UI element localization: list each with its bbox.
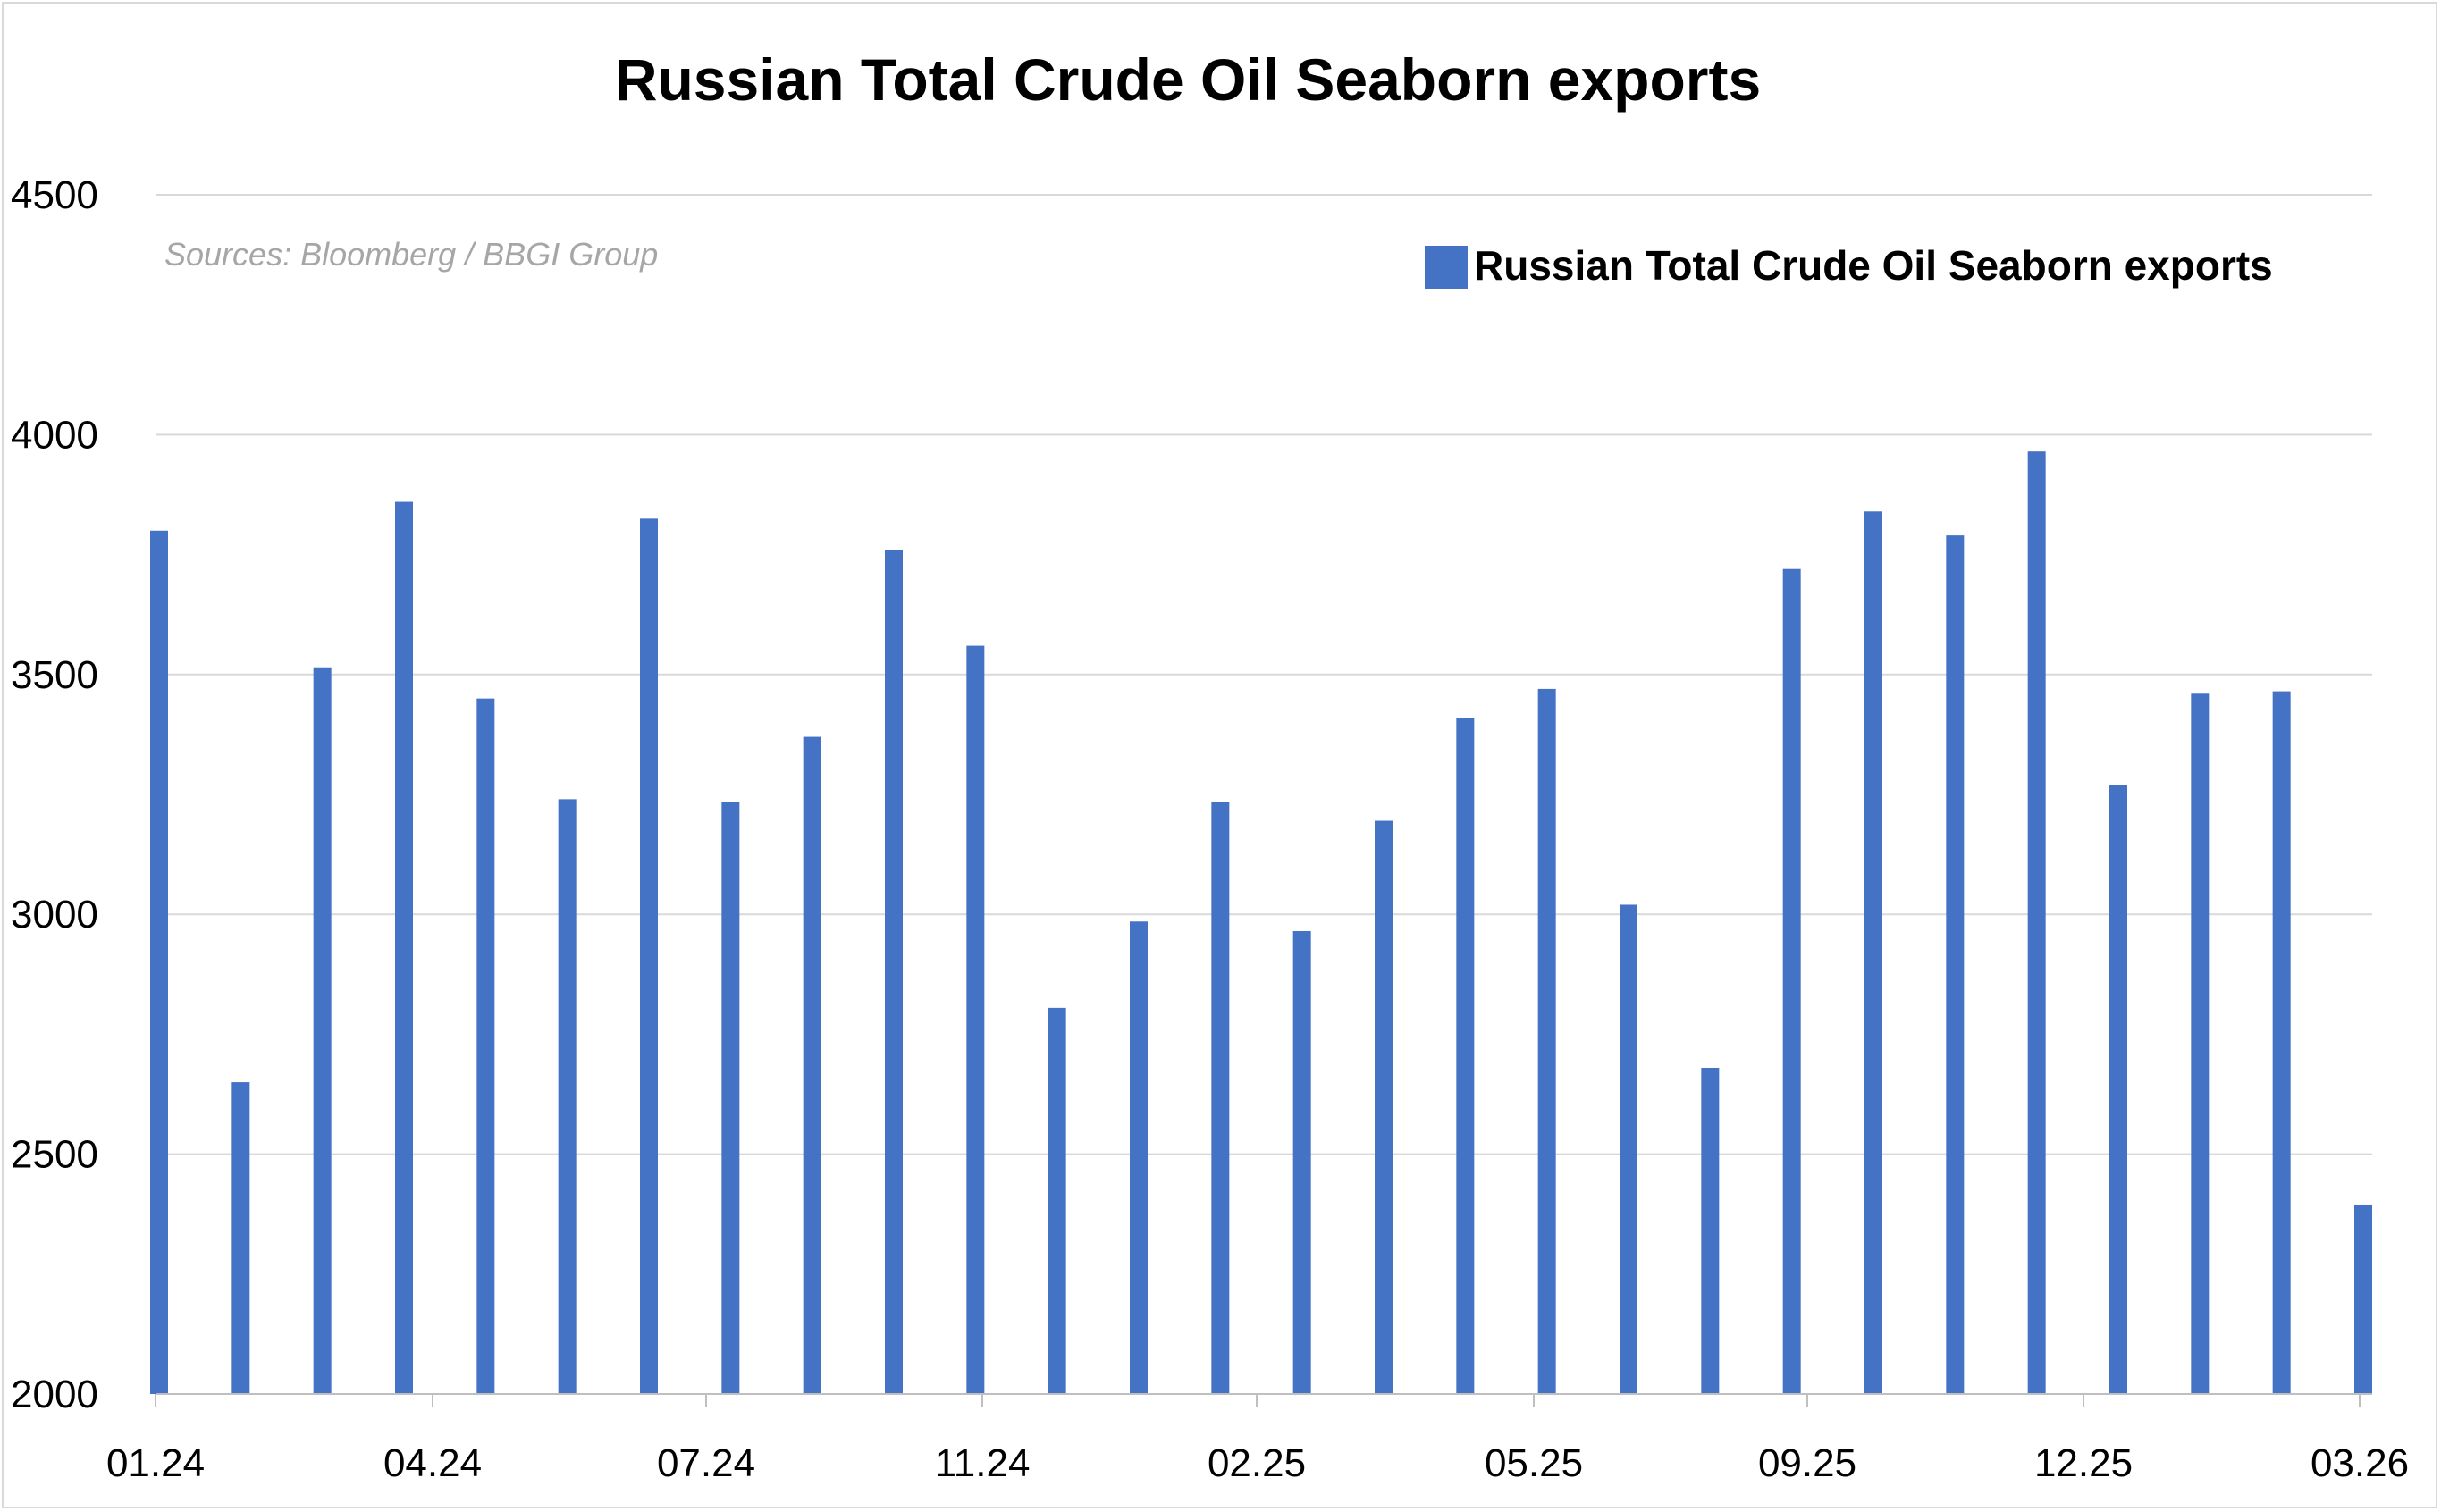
bar [1620, 904, 1637, 1394]
bar [1864, 511, 1882, 1394]
bar [640, 518, 658, 1394]
x-tick-label: 04.24 [383, 1441, 482, 1485]
gridlines [156, 194, 2372, 1155]
bar [476, 698, 495, 1394]
bar [2354, 1204, 2372, 1394]
bars [150, 451, 2372, 1394]
bar [1130, 921, 1148, 1394]
x-labels: 01.24 04.24 07.24 11.24 02.25 05.25 09.25 12.25… [106, 1441, 2409, 1485]
bar [1375, 820, 1393, 1394]
bar [2272, 691, 2291, 1394]
bar [1211, 802, 1230, 1394]
x-tick-label: 09.25 [1758, 1441, 1856, 1485]
bar [395, 501, 413, 1394]
y-tick-label: 4500 [11, 173, 98, 217]
bar [558, 799, 577, 1394]
y-labels: 2000 2500 3000 3500 4000 4500 [11, 173, 98, 1416]
legend-swatch [1425, 246, 1468, 289]
x-tick-label: 11.24 [935, 1441, 1031, 1485]
x-tick-label: 02.25 [1208, 1441, 1306, 1485]
x-tick-label: 12.25 [2034, 1441, 2133, 1485]
chart-svg: 2000 2500 3000 3500 4000 4500 01.24 04.24 07.24… [11, 46, 2409, 1485]
bar [2027, 451, 2046, 1394]
bar [1048, 1007, 1066, 1394]
bar [2191, 693, 2210, 1394]
y-tick-label: 4000 [11, 413, 98, 457]
bar [1292, 930, 1311, 1394]
bar [966, 645, 985, 1394]
bar [1701, 1067, 1720, 1394]
y-tick-label: 3000 [11, 893, 98, 937]
source-note: Sources: Bloomberg / BBGI Group [164, 236, 658, 273]
bar [1537, 688, 1556, 1394]
bar [885, 550, 903, 1394]
bar [1946, 535, 1965, 1394]
y-tick-label: 2500 [11, 1133, 98, 1177]
bar [2109, 785, 2127, 1394]
x-ticks [155, 1394, 2361, 1407]
bar [1456, 718, 1475, 1394]
chart-title: Russian Total Crude Oil Seaborn exports [615, 46, 1761, 113]
legend: Russian Total Crude Oil Seaborn exports [1425, 242, 2273, 289]
y-tick-label: 3500 [11, 653, 98, 697]
bar [803, 736, 821, 1394]
bar [1782, 568, 1801, 1394]
x-tick-label: 01.24 [106, 1441, 205, 1485]
y-tick-label: 2000 [11, 1373, 98, 1416]
x-tick-label: 07.24 [657, 1441, 755, 1485]
x-tick-label: 05.25 [1485, 1441, 1583, 1485]
x-tick-label: 03.26 [2311, 1441, 2409, 1485]
bar [231, 1082, 250, 1394]
legend-label: Russian Total Crude Oil Seaborn exports [1474, 242, 2273, 289]
bar [150, 530, 168, 1394]
bar [721, 802, 740, 1394]
bar [313, 667, 332, 1394]
